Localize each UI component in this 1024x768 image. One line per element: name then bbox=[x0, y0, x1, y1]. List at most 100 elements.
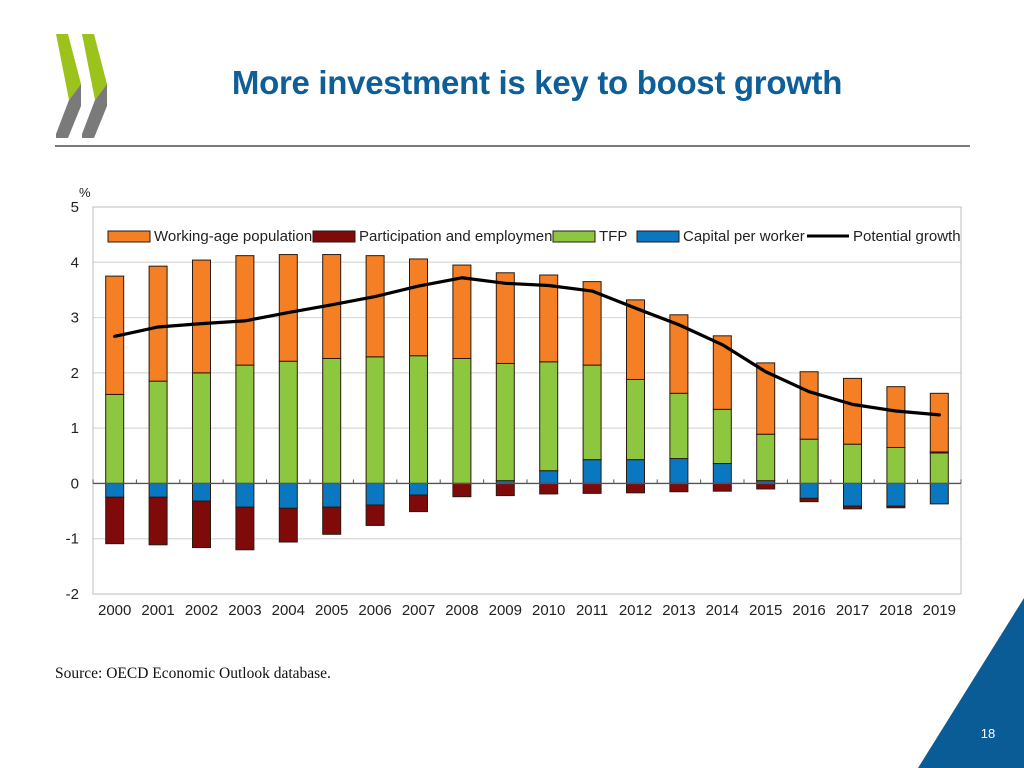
bar-segment-capital-per-worker bbox=[712, 463, 732, 484]
oecd-logo bbox=[56, 34, 107, 138]
legend-swatch bbox=[107, 230, 151, 243]
logo-chevron-right-gray bbox=[82, 84, 107, 138]
x-tick-label: 2000 bbox=[98, 602, 131, 619]
bar-segment-capital-per-worker bbox=[192, 482, 211, 502]
bar-segment-participation-and-employment bbox=[539, 482, 559, 495]
bar-segment-working-age-population bbox=[452, 264, 472, 359]
bar-segment-participation-and-employment bbox=[799, 497, 819, 503]
bar-segment-capital-per-worker bbox=[626, 459, 645, 484]
bar-segment-participation-and-employment bbox=[322, 506, 342, 535]
legend-swatch bbox=[552, 230, 596, 243]
bar-segment-working-age-population bbox=[539, 274, 559, 363]
x-tick-label: 2012 bbox=[619, 602, 652, 619]
x-tick-label: 2013 bbox=[662, 602, 695, 619]
y-tick-label: 5 bbox=[71, 199, 79, 216]
y-tick-label: 0 bbox=[71, 475, 79, 492]
bar-segment-tfp bbox=[192, 372, 211, 484]
y-tick-label: 4 bbox=[71, 254, 79, 271]
bar-segment-capital-per-worker bbox=[929, 482, 949, 505]
bar-segment-tfp bbox=[495, 362, 515, 482]
bar-segment-working-age-population bbox=[756, 362, 776, 435]
logo-chevron-left-green bbox=[56, 34, 81, 100]
x-tick-label: 2008 bbox=[445, 602, 478, 619]
bar-segment-participation-and-employment bbox=[105, 496, 125, 545]
bar-segment-capital-per-worker bbox=[799, 482, 819, 499]
x-tick-label: 2019 bbox=[923, 602, 956, 619]
bar-segment-capital-per-worker bbox=[409, 482, 428, 496]
bar-segment-participation-and-employment bbox=[495, 482, 515, 497]
bar-segment-working-age-population bbox=[843, 377, 862, 445]
plot-frame bbox=[92, 206, 962, 595]
bars bbox=[105, 254, 949, 551]
y-tick-label: 3 bbox=[71, 310, 79, 327]
x-tick-label: 2011 bbox=[576, 602, 608, 619]
x-tick-label: 2005 bbox=[315, 602, 348, 619]
bar-segment-tfp bbox=[669, 392, 689, 460]
x-tick-label: 2009 bbox=[489, 602, 522, 619]
bar-segment-working-age-population bbox=[409, 258, 428, 357]
legend-swatch bbox=[636, 230, 680, 243]
bar-segment-capital-per-worker bbox=[148, 482, 168, 498]
potential-growth-line bbox=[113, 276, 941, 417]
title-divider bbox=[55, 145, 970, 147]
bar-segment-working-age-population bbox=[495, 272, 515, 364]
bar-segment-tfp bbox=[452, 357, 472, 484]
bar-segment-capital-per-worker bbox=[322, 482, 342, 508]
axes: 5 4 3 2 1 0 -1 -2 2000 2001 2002 2003 2004 2005 2006 20… bbox=[66, 199, 962, 619]
y-tick-label: -1 bbox=[66, 531, 79, 548]
x-tick-label: 2015 bbox=[749, 602, 782, 619]
legend-label: Potential growth bbox=[853, 228, 961, 245]
bar-segment-working-age-population bbox=[582, 281, 602, 366]
bar-segment-working-age-population bbox=[669, 314, 689, 394]
bar-segment-tfp bbox=[278, 360, 298, 484]
bar-segment-participation-and-employment bbox=[365, 504, 385, 526]
bar-segment-tfp bbox=[235, 364, 255, 484]
bar-segment-capital-per-worker bbox=[278, 482, 298, 509]
bar-segment-tfp bbox=[365, 356, 385, 484]
bar-segment-tfp bbox=[712, 408, 732, 465]
bar-segment-capital-per-worker bbox=[582, 459, 602, 484]
slide-title: More investment is key to boost growth bbox=[231, 64, 843, 101]
bar-segment-tfp bbox=[582, 364, 602, 461]
bar-segment-capital-per-worker bbox=[886, 482, 906, 507]
bar-segment-participation-and-employment bbox=[843, 505, 862, 510]
bar-segment-working-age-population bbox=[712, 335, 732, 410]
gridlines bbox=[93, 261, 961, 540]
bar-segment-working-age-population bbox=[278, 254, 298, 362]
bar-segment-capital-per-worker bbox=[365, 482, 385, 506]
bar-segment-tfp bbox=[626, 378, 645, 461]
x-tick-label: 2017 bbox=[836, 602, 869, 619]
bar-segment-working-age-population bbox=[235, 255, 255, 366]
bar-segment-participation-and-employment bbox=[886, 505, 906, 509]
x-tick-label: 2014 bbox=[706, 602, 739, 619]
x-tick-label: 2003 bbox=[228, 602, 261, 619]
bar-segment-participation-and-employment bbox=[582, 482, 602, 494]
bar-segment-tfp bbox=[886, 446, 906, 484]
bar-segment-working-age-population bbox=[148, 265, 168, 382]
source-note: Source: OECD Economic Outlook database. bbox=[55, 665, 331, 682]
legend-swatch bbox=[312, 230, 356, 243]
bar-segment-working-age-population bbox=[886, 386, 906, 448]
bar-segment-tfp bbox=[929, 452, 949, 484]
bar-segment-participation-and-employment bbox=[756, 482, 776, 490]
x-tick-label: 2001 bbox=[141, 602, 174, 619]
bar-segment-participation-and-employment bbox=[626, 482, 645, 494]
y-tick-label: 1 bbox=[71, 420, 79, 437]
bar-segment-tfp bbox=[799, 438, 819, 484]
bar-segment-tfp bbox=[843, 443, 862, 484]
bar-segment-working-age-population bbox=[192, 259, 211, 374]
bar-segment-tfp bbox=[539, 361, 559, 472]
bar-segment-participation-and-employment bbox=[192, 500, 211, 549]
bar-segment-participation-and-employment bbox=[669, 482, 689, 493]
bar-segment-participation-and-employment bbox=[148, 496, 168, 546]
legend-label: Working-age population bbox=[154, 228, 312, 245]
bar-segment-working-age-population bbox=[626, 299, 645, 380]
bar-segment-tfp bbox=[105, 393, 125, 484]
x-tick-label: 2006 bbox=[358, 602, 391, 619]
bar-segment-working-age-population bbox=[929, 392, 949, 453]
bar-segment-tfp bbox=[409, 355, 428, 484]
bar-segment-capital-per-worker bbox=[105, 482, 125, 498]
bar-segment-capital-per-worker bbox=[843, 482, 862, 507]
bar-segment-working-age-population bbox=[799, 371, 819, 440]
